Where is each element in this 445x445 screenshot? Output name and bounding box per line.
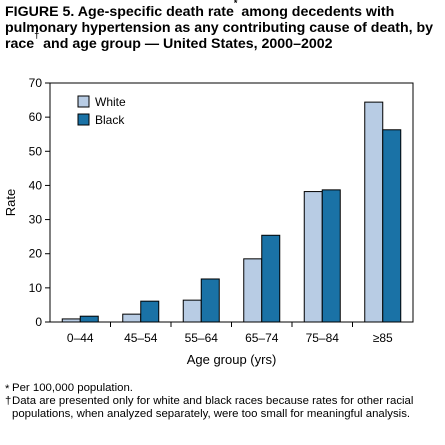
x-tick-label: 0–44 [67, 331, 94, 345]
bar-black-4 [321, 189, 341, 323]
title-footnote-mark-dagger: † [34, 30, 40, 41]
bar-black-1 [140, 300, 160, 323]
figure-title: FIGURE 5. Age-specific death rate* among… [5, 0, 440, 52]
chart-axes: 0 10 20 30 40 50 60 70 Rate 0–44 45–54 55–64 65–74 75… [3, 76, 414, 367]
legend-swatch-white [77, 95, 90, 108]
footnote-2-text: Data are presented only for white and bl… [12, 395, 414, 420]
legend-label-black: Black [95, 113, 125, 127]
chart-legend: White Black [77, 95, 126, 127]
footnote-2-mark: † [5, 395, 12, 407]
footnote-1-text: Per 100,000 population. [12, 382, 133, 394]
bar-white-5 [364, 101, 384, 323]
title-main: FIGURE 5. Age-specific death rate [5, 4, 234, 20]
y-tick-label: 30 [29, 213, 43, 227]
x-tick-label: 55–64 [185, 331, 219, 345]
x-axis-label: Age group (yrs) [187, 352, 277, 367]
bar-black-0 [79, 315, 99, 323]
x-tick-label: ≥85 [373, 331, 393, 345]
y-tick-label: 70 [29, 76, 43, 90]
bar-white-0 [61, 318, 81, 323]
title-end: and age group — United States, 2000–2002 [39, 36, 333, 52]
bar-white-1 [122, 313, 142, 323]
y-tick-label: 20 [29, 247, 43, 261]
footnote-2: † Data are presented only for white and … [5, 395, 437, 421]
y-tick-label: 10 [29, 281, 43, 295]
title-mid: among decedents with pulmonary hypertens… [5, 4, 434, 52]
bar-white-3 [243, 258, 263, 323]
x-tick-label: 65–74 [245, 331, 279, 345]
chart-bars [61, 101, 402, 323]
y-tick-label: 0 [35, 315, 42, 329]
bar-black-5 [382, 129, 402, 323]
footnote-1: * Per 100,000 population. [5, 382, 437, 395]
bar-black-2 [200, 278, 220, 323]
y-tick-label: 40 [29, 178, 43, 192]
y-tick-label: 50 [29, 144, 43, 158]
bar-white-2 [182, 299, 202, 323]
y-tick-label: 60 [29, 110, 43, 124]
x-tick-label: 75–84 [306, 331, 340, 345]
title-footnote-mark-asterisk: * [233, 0, 238, 9]
footnote-1-mark: * [5, 383, 10, 395]
bar-black-3 [261, 234, 281, 323]
footnotes: * Per 100,000 population. † Data are pre… [5, 382, 437, 421]
y-axis-label: Rate [3, 189, 18, 216]
legend-label-white: White [95, 95, 126, 109]
bar-white-4 [303, 191, 323, 323]
x-tick-label: 45–54 [124, 331, 158, 345]
legend-swatch-black [77, 113, 90, 126]
